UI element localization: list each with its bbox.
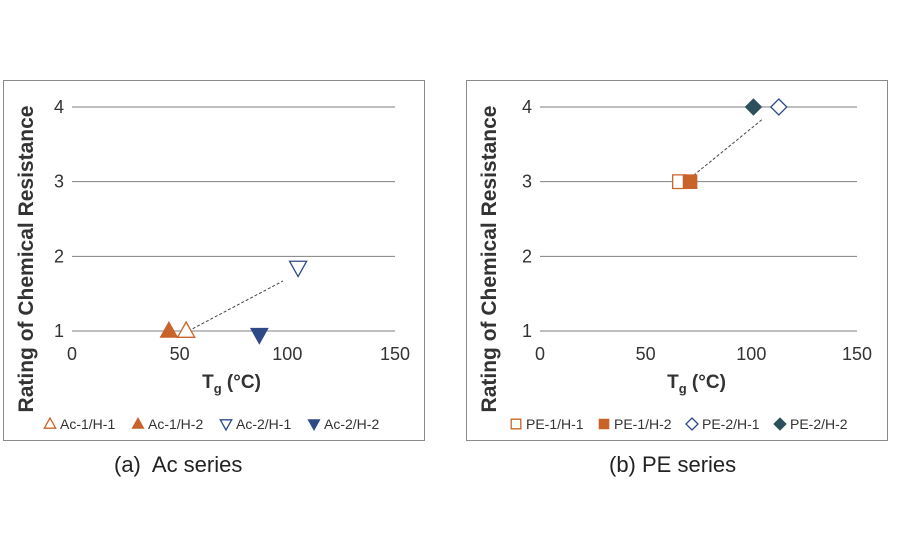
panel-b-point-pe-2-h-1 — [769, 98, 788, 116]
panel-a-legend-marker — [307, 419, 321, 432]
panel-a-point-ac-1-h-1 — [176, 320, 196, 338]
panel-a-legend-marker — [219, 419, 233, 432]
panel-a-xlabel-sub: g — [214, 381, 222, 396]
panel-b-trendline — [685, 119, 763, 183]
panel-a-xlabel-main: T — [202, 372, 214, 393]
panel-a-ylabel: Rating of Chemical Resistance — [15, 106, 38, 413]
panel-a-point-ac-1-h-2 — [159, 320, 179, 338]
panel-b-ytick-label: 2 — [522, 246, 532, 266]
panel-a-ytick-label: 2 — [54, 246, 64, 266]
panel-b-chart: 1 2 3 4 0 50 100 150 Rating of Chemical Resistan… — [478, 97, 872, 432]
panel-a-ytick-label: 1 — [54, 321, 64, 341]
panel-a-point-ac-2-h-1 — [288, 260, 308, 278]
panel-b-legend-marker — [685, 417, 699, 431]
panel-a-xlabel: Tg (°C) — [202, 372, 261, 396]
panel-b-ylabel: Rating of Chemical Resistance — [478, 106, 501, 413]
panel-a-xtick-label: 150 — [380, 344, 410, 364]
panel-b-xlabel-main: T — [667, 372, 679, 393]
panel-b-frame — [466, 80, 888, 441]
panel-b-ytick-label: 3 — [522, 172, 532, 192]
panel-b-xtick-label: 150 — [842, 344, 872, 364]
panel-a-legend-marker — [43, 416, 57, 429]
panel-b-xtick-label: 50 — [636, 344, 656, 364]
panel-b-xtick-label: 100 — [736, 344, 766, 364]
panel-a-caption: (a) Ac series — [114, 452, 243, 477]
panel-b-xlabel: Tg (°C) — [667, 372, 726, 396]
panel-b-point-pe-2-h-2 — [744, 98, 763, 116]
panel-a-legend-label: Ac-2/H-2 — [324, 416, 379, 432]
panel-a-ytick-label: 3 — [54, 172, 64, 192]
panel-a-xtick-label: 100 — [272, 344, 302, 364]
panel-a-xlabel-unit: (°C) — [222, 372, 261, 393]
panel-b-point-pe-1-h-2 — [682, 174, 698, 189]
panel-b-xlabel-sub: g — [679, 381, 687, 396]
panel-b-legend-label: PE-1/H-2 — [614, 416, 672, 432]
panel-a-legend-label: Ac-1/H-2 — [148, 416, 203, 432]
panel-b-legend-label: PE-2/H-1 — [702, 416, 760, 432]
panel-b-legend-marker — [598, 418, 610, 430]
panel-b-legend-label: PE-1/H-1 — [526, 416, 584, 432]
panel-b-legend-label: PE-2/H-2 — [790, 416, 848, 432]
panel-b-legend-marker — [510, 418, 522, 430]
panel-b-ytick-label: 1 — [522, 321, 532, 341]
panel-a-ytick-label: 4 — [54, 97, 64, 117]
panel-a-point-ac-2-h-2 — [249, 327, 269, 345]
panel-a-trendline — [188, 280, 284, 332]
panel-a-legend-marker — [131, 416, 145, 429]
panel-a-legend-label: Ac-1/H-1 — [60, 416, 115, 432]
panel-b-xtick-label: 0 — [535, 344, 545, 364]
panel-a-frame — [3, 80, 425, 441]
panel-b-legend-marker — [773, 417, 787, 431]
panel-a-chart: 1 2 3 4 0 50 100 150 Rating of Chemical Resistan… — [15, 97, 410, 432]
panel-b-caption: (b) PE series — [609, 452, 737, 477]
panel-b-xlabel-unit: (°C) — [687, 372, 726, 393]
panel-b-ytick-label: 4 — [522, 97, 532, 117]
panel-a-xtick-label: 50 — [170, 344, 190, 364]
panel-a-legend-label: Ac-2/H-1 — [236, 416, 291, 432]
panel-a-xtick-label: 0 — [67, 344, 77, 364]
